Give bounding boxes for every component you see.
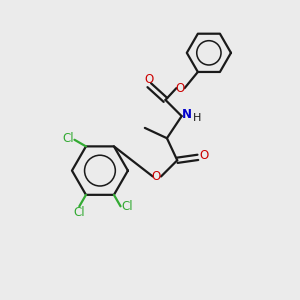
Text: O: O xyxy=(176,82,185,95)
Text: O: O xyxy=(144,74,153,86)
Text: H: H xyxy=(193,113,201,124)
Text: O: O xyxy=(151,170,160,183)
Text: O: O xyxy=(199,149,208,162)
Text: N: N xyxy=(182,108,192,121)
Text: Cl: Cl xyxy=(73,206,85,219)
Text: Cl: Cl xyxy=(121,200,133,213)
Text: Cl: Cl xyxy=(62,132,74,145)
